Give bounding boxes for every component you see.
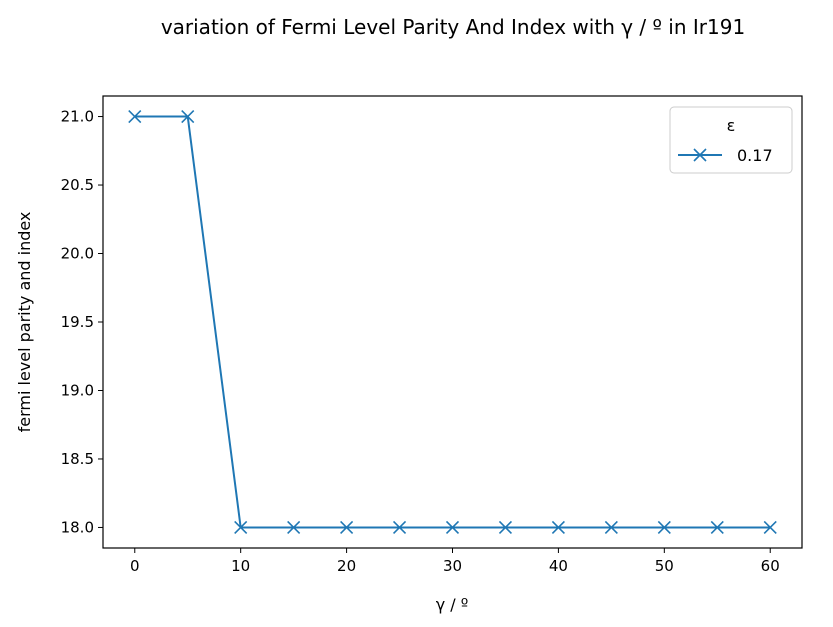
x-axis: 0 10 20 30 40 50 60: [130, 548, 780, 575]
data-point: [657, 520, 671, 535]
data-point: [710, 520, 724, 535]
x-tick-label: 0: [130, 557, 140, 575]
data-point: [604, 520, 618, 535]
x-tick-label: 20: [337, 557, 356, 575]
y-tick-label: 18.0: [61, 518, 94, 536]
series-line: [134, 115, 771, 529]
y-axis-label: fermi level parity and index: [15, 212, 34, 433]
x-axis-label: γ / º: [436, 595, 469, 614]
data-point: [340, 520, 354, 535]
x-tick-label: 50: [655, 557, 674, 575]
series-layer: [128, 109, 777, 535]
data-point: [551, 520, 565, 535]
data-point: [287, 520, 301, 535]
data-point: [763, 520, 777, 535]
x-tick-label: 10: [231, 557, 250, 575]
y-tick-label: 19.5: [61, 313, 94, 331]
y-tick-label: 20.5: [61, 176, 94, 194]
y-tick-label: 21.0: [61, 108, 94, 126]
y-tick-label: 18.5: [61, 450, 94, 468]
x-tick-label: 60: [761, 557, 780, 575]
data-point: [498, 520, 513, 535]
x-tick-label: 30: [443, 557, 462, 575]
data-point: [445, 520, 460, 535]
data-point: [234, 520, 248, 535]
y-tick-label: 19.0: [61, 381, 94, 399]
legend: ε 0.17: [669, 106, 793, 174]
chart-title: variation of Fermi Level Parity And Inde…: [161, 15, 745, 39]
data-point: [181, 109, 195, 124]
data-point: [128, 109, 142, 124]
x-tick-label: 40: [549, 557, 568, 575]
legend-title: ε: [727, 116, 736, 135]
y-tick-label: 20.0: [61, 245, 94, 263]
y-axis: 18.0 18.5 19.0 19.5 20.0 20.5 21.0: [61, 108, 103, 536]
data-point: [392, 520, 407, 535]
legend-entry-label: 0.17: [737, 146, 773, 165]
legend-marker: [693, 148, 707, 162]
